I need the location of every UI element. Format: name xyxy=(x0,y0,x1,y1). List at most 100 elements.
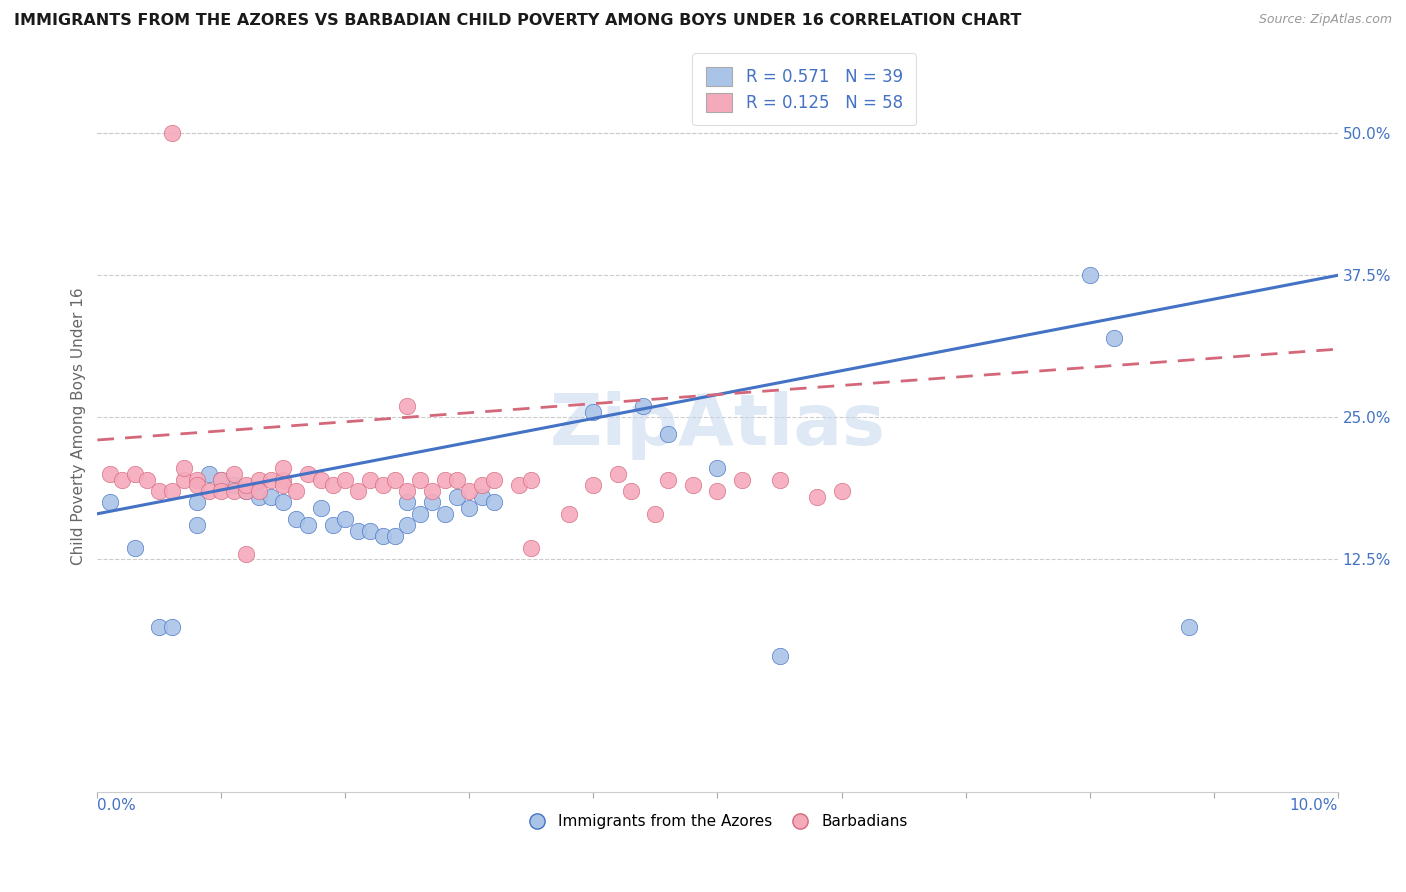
Point xyxy=(582,478,605,492)
Text: Source: ZipAtlas.com: Source: ZipAtlas.com xyxy=(1258,13,1392,27)
Point xyxy=(657,427,679,442)
Point xyxy=(409,473,432,487)
Point xyxy=(346,524,368,538)
Point xyxy=(768,473,790,487)
Point xyxy=(186,518,208,533)
Point xyxy=(247,473,270,487)
Point xyxy=(384,473,406,487)
Point xyxy=(335,473,357,487)
Point xyxy=(1078,268,1101,283)
Point xyxy=(209,473,232,487)
Point xyxy=(359,473,381,487)
Point xyxy=(235,478,257,492)
Point xyxy=(1104,331,1126,345)
Point xyxy=(620,484,643,499)
Text: 10.0%: 10.0% xyxy=(1289,797,1337,813)
Point xyxy=(346,484,368,499)
Point xyxy=(446,490,468,504)
Point xyxy=(173,473,195,487)
Point xyxy=(706,484,728,499)
Point xyxy=(186,473,208,487)
Point xyxy=(384,529,406,543)
Point xyxy=(806,490,828,504)
Point xyxy=(136,473,159,487)
Point xyxy=(198,484,221,499)
Point xyxy=(1178,620,1201,634)
Point xyxy=(186,478,208,492)
Point xyxy=(768,648,790,663)
Point xyxy=(371,529,394,543)
Point xyxy=(433,507,456,521)
Point xyxy=(520,541,543,555)
Point xyxy=(186,495,208,509)
Point xyxy=(607,467,630,481)
Point xyxy=(471,478,494,492)
Point xyxy=(124,467,146,481)
Point xyxy=(471,490,494,504)
Point xyxy=(557,507,579,521)
Point xyxy=(644,507,666,521)
Point xyxy=(458,501,481,516)
Point xyxy=(409,507,432,521)
Point xyxy=(682,478,704,492)
Point xyxy=(359,524,381,538)
Point xyxy=(160,127,183,141)
Point xyxy=(309,501,332,516)
Point xyxy=(222,467,245,481)
Y-axis label: Child Poverty Among Boys Under 16: Child Poverty Among Boys Under 16 xyxy=(72,287,86,565)
Point xyxy=(706,461,728,475)
Point xyxy=(235,484,257,499)
Point xyxy=(657,473,679,487)
Point xyxy=(284,512,307,526)
Point xyxy=(160,620,183,634)
Point xyxy=(273,461,295,475)
Point xyxy=(433,473,456,487)
Point xyxy=(260,473,283,487)
Point xyxy=(458,484,481,499)
Point xyxy=(222,478,245,492)
Point xyxy=(98,495,121,509)
Point xyxy=(148,620,170,634)
Point xyxy=(273,495,295,509)
Point xyxy=(173,461,195,475)
Point xyxy=(198,467,221,481)
Text: ZipAtlas: ZipAtlas xyxy=(550,392,886,460)
Point xyxy=(235,547,257,561)
Point xyxy=(371,478,394,492)
Point xyxy=(309,473,332,487)
Point xyxy=(297,467,319,481)
Point xyxy=(160,484,183,499)
Point xyxy=(446,473,468,487)
Point xyxy=(420,495,443,509)
Point xyxy=(124,541,146,555)
Point xyxy=(260,490,283,504)
Point xyxy=(235,484,257,499)
Point xyxy=(247,490,270,504)
Point xyxy=(520,473,543,487)
Point xyxy=(396,484,419,499)
Point xyxy=(631,399,654,413)
Point xyxy=(731,473,754,487)
Point xyxy=(98,467,121,481)
Point xyxy=(335,512,357,526)
Point xyxy=(222,484,245,499)
Point xyxy=(508,478,530,492)
Point xyxy=(396,495,419,509)
Point xyxy=(831,484,853,499)
Text: IMMIGRANTS FROM THE AZORES VS BARBADIAN CHILD POVERTY AMONG BOYS UNDER 16 CORREL: IMMIGRANTS FROM THE AZORES VS BARBADIAN … xyxy=(14,13,1021,29)
Point xyxy=(209,484,232,499)
Text: 0.0%: 0.0% xyxy=(97,797,136,813)
Point xyxy=(273,478,295,492)
Point xyxy=(111,473,134,487)
Point xyxy=(322,478,344,492)
Legend: Immigrants from the Azores, Barbadians: Immigrants from the Azores, Barbadians xyxy=(522,808,914,836)
Point xyxy=(297,518,319,533)
Point xyxy=(420,484,443,499)
Point xyxy=(484,495,506,509)
Point xyxy=(396,518,419,533)
Point xyxy=(396,399,419,413)
Point xyxy=(209,473,232,487)
Point xyxy=(247,484,270,499)
Point xyxy=(322,518,344,533)
Point xyxy=(273,473,295,487)
